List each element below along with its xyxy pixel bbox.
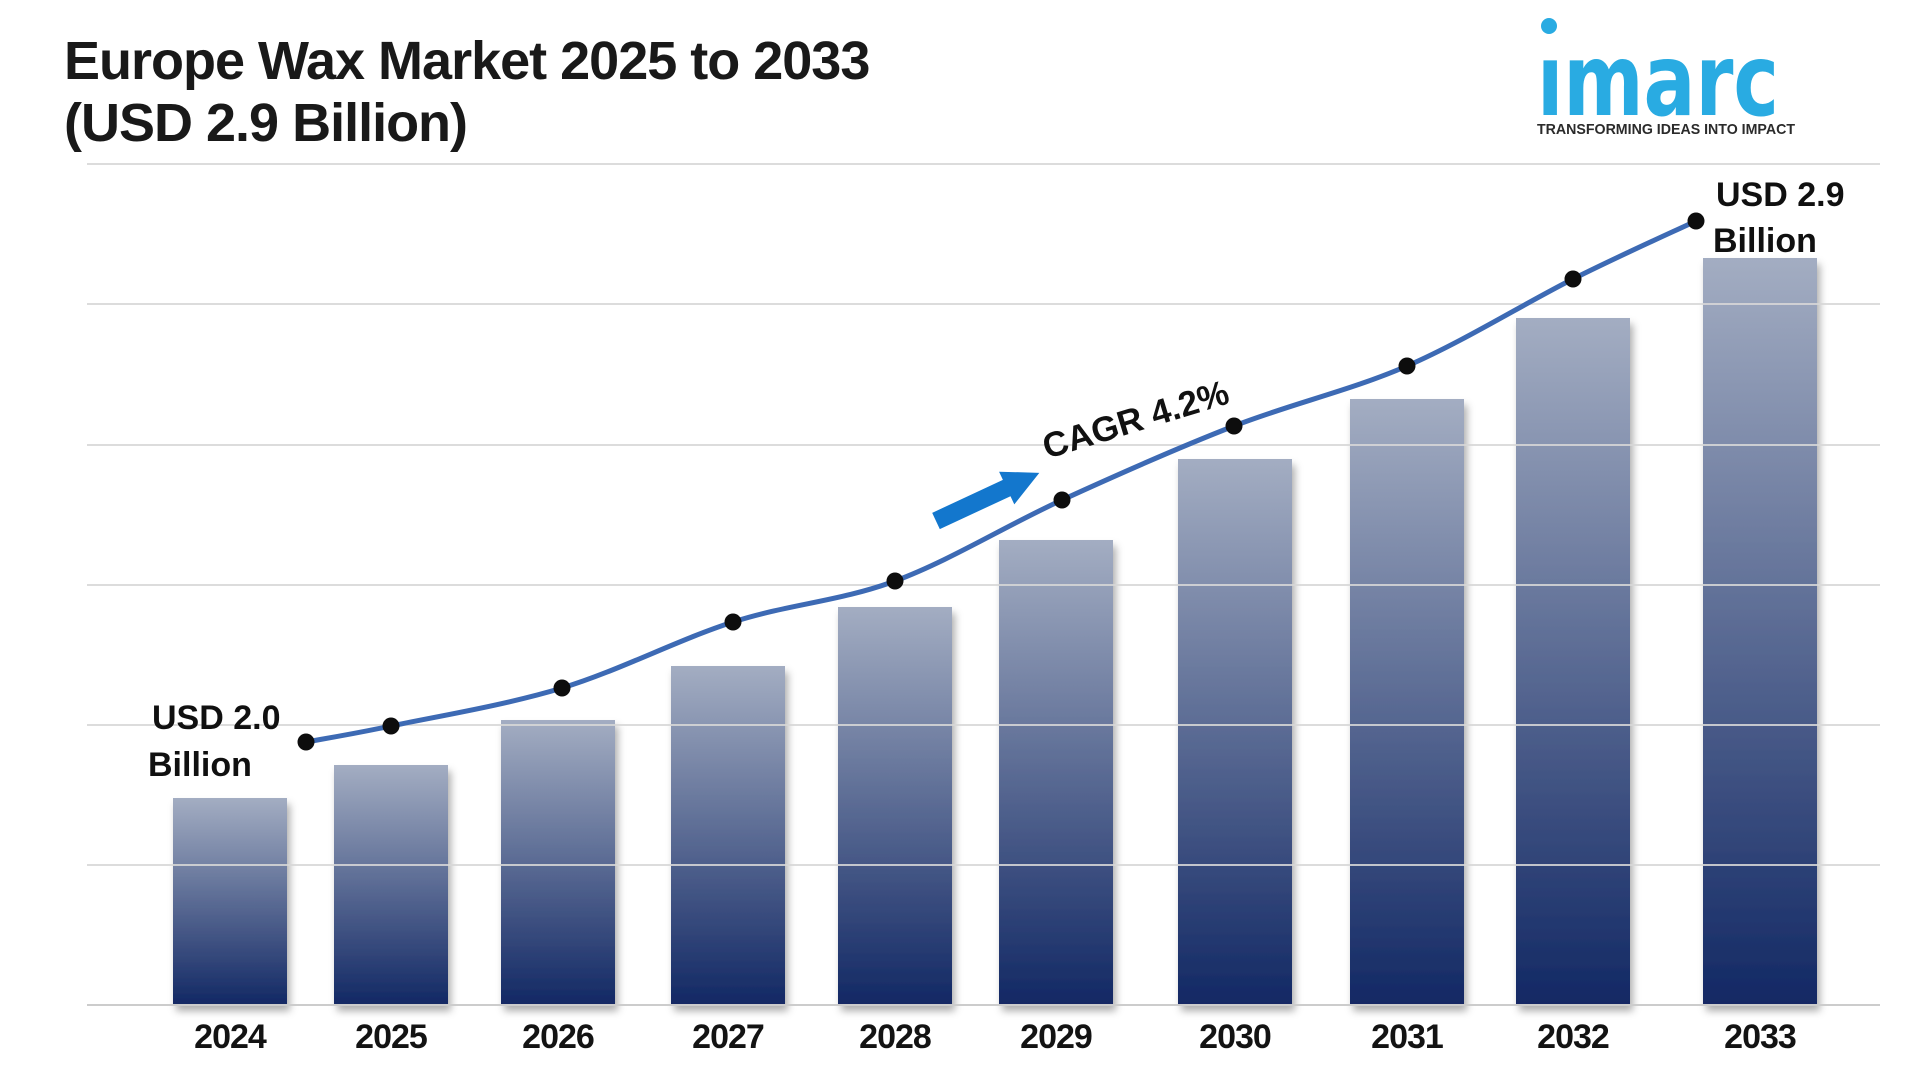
end-value-label-line1: USD 2.9: [1716, 176, 1845, 214]
marker-2024: [297, 733, 315, 751]
x-axis-label-2031: 2031: [1371, 1018, 1443, 1056]
marker-2025: [382, 717, 400, 735]
bar-2032: [1516, 318, 1630, 1005]
x-axis-label-2032: 2032: [1537, 1018, 1609, 1056]
bar-2033: [1703, 258, 1817, 1005]
marker-2033: [1687, 212, 1705, 230]
start-value-label-line1: USD 2.0: [152, 699, 281, 737]
imarc-logo-tagline: TRANSFORMING IDEAS INTO IMPACT: [1537, 121, 1795, 138]
marker-2030: [1225, 417, 1243, 435]
bar-2030: [1178, 459, 1292, 1005]
bar-2024: [173, 798, 287, 1005]
bar-2028: [838, 607, 952, 1005]
marker-2027: [724, 613, 742, 631]
trend-markers: [297, 212, 1705, 751]
trend-line-path: [303, 218, 1699, 745]
x-axis-label-2029: 2029: [1020, 1018, 1092, 1056]
bar-2031: [1350, 399, 1464, 1005]
x-axis-label-2025: 2025: [355, 1018, 427, 1056]
bar-2025: [334, 765, 448, 1005]
x-axis-label-2030: 2030: [1199, 1018, 1271, 1056]
imarc-logo-dot-icon: [1541, 18, 1557, 34]
imarc-logo-wordmark: ımarc: [1537, 22, 1779, 139]
x-axis-label-2024: 2024: [194, 1018, 267, 1056]
marker-2031: [1398, 357, 1416, 375]
marker-2029: [1053, 491, 1071, 509]
x-axis-label-2033: 2033: [1724, 1018, 1796, 1056]
marker-2032: [1564, 270, 1582, 288]
x-axis-label-2026: 2026: [522, 1018, 594, 1056]
trend-line: [303, 218, 1699, 745]
bar-2029: [999, 540, 1113, 1005]
end-value-label-line2: Billion: [1713, 222, 1817, 260]
marker-2028: [886, 572, 904, 590]
bar-2026: [501, 720, 615, 1005]
x-axis-label-2028: 2028: [859, 1018, 931, 1056]
bar-series: [173, 258, 1817, 1005]
x-axis-label-2027: 2027: [692, 1018, 764, 1056]
marker-2026: [553, 679, 571, 697]
chart-title: Europe Wax Market 2025 to 2033 (USD 2.9 …: [64, 30, 870, 154]
chart-title-line1: Europe Wax Market 2025 to 2033: [64, 31, 870, 91]
start-value-label-line2: Billion: [148, 746, 252, 784]
chart-title-line2: (USD 2.9 Billion): [64, 93, 468, 153]
growth-arrow-icon: [932, 471, 1040, 530]
bar-2027: [671, 666, 785, 1005]
cagr-annotation: CAGR 4.2%: [1038, 373, 1234, 467]
imarc-logo: ımarc TRANSFORMING IDEAS INTO IMPACT: [1537, 18, 1795, 139]
x-axis-labels: 2024 2025 2026 2027 2028 2029 2030 2031 2032 2033: [194, 1018, 1797, 1056]
